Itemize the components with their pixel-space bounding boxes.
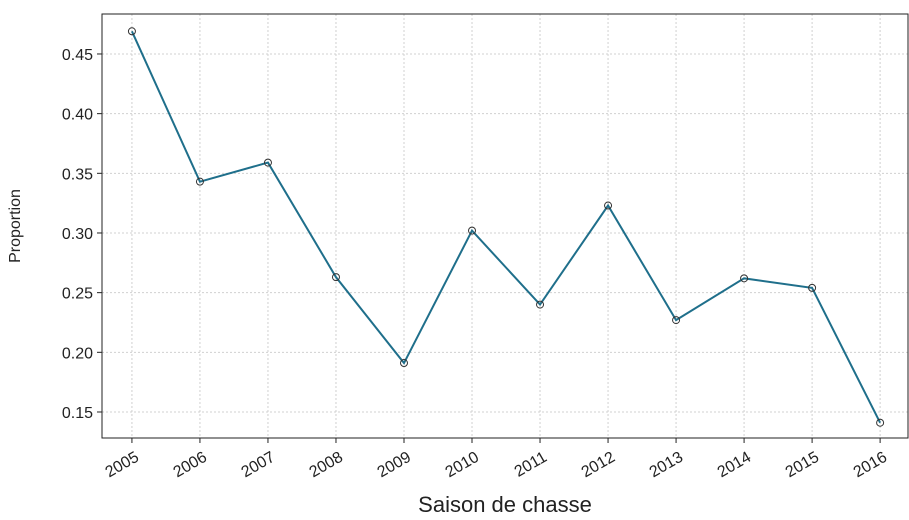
plot-frame bbox=[101, 13, 909, 439]
x-tick-label: 2007 bbox=[239, 449, 278, 482]
x-tick-label: 2009 bbox=[375, 449, 414, 482]
x-tick-label: 2006 bbox=[171, 449, 210, 482]
data-point bbox=[195, 177, 204, 186]
y-tick-label: 0.30 bbox=[62, 226, 93, 243]
x-tick-label: 2013 bbox=[647, 449, 686, 482]
y-tick-label: 0.20 bbox=[62, 345, 93, 362]
data-point bbox=[672, 316, 681, 325]
data-point bbox=[127, 27, 136, 36]
y-tick-label: 0.35 bbox=[62, 166, 93, 183]
y-tick-label: 0.45 bbox=[62, 47, 93, 64]
y-tick-label: 0.25 bbox=[62, 286, 93, 303]
data-point bbox=[536, 300, 545, 309]
x-tick-label: 2014 bbox=[715, 449, 754, 482]
data-point bbox=[604, 201, 613, 210]
data-point bbox=[876, 418, 885, 427]
y-tick-label: 0.15 bbox=[62, 405, 93, 422]
data-point bbox=[263, 158, 272, 167]
x-tick-label: 2016 bbox=[851, 449, 890, 482]
x-tick-label: 2012 bbox=[579, 449, 618, 482]
data-point bbox=[331, 273, 340, 282]
x-tick-label: 2008 bbox=[307, 449, 346, 482]
y-tick-label: 0.40 bbox=[62, 107, 93, 124]
data-point bbox=[808, 283, 817, 292]
x-axis-label: Saison de chasse bbox=[418, 492, 592, 517]
data-point bbox=[468, 226, 477, 235]
x-tick-label: 2010 bbox=[443, 449, 482, 482]
x-tick-label: 2015 bbox=[783, 449, 822, 482]
data-line bbox=[131, 30, 882, 424]
x-tick-label: 2005 bbox=[103, 449, 142, 482]
x-tick-label: 2011 bbox=[512, 449, 550, 481]
y-axis-label: Proportion bbox=[7, 189, 24, 263]
data-point bbox=[399, 359, 408, 368]
data-point bbox=[740, 274, 749, 283]
